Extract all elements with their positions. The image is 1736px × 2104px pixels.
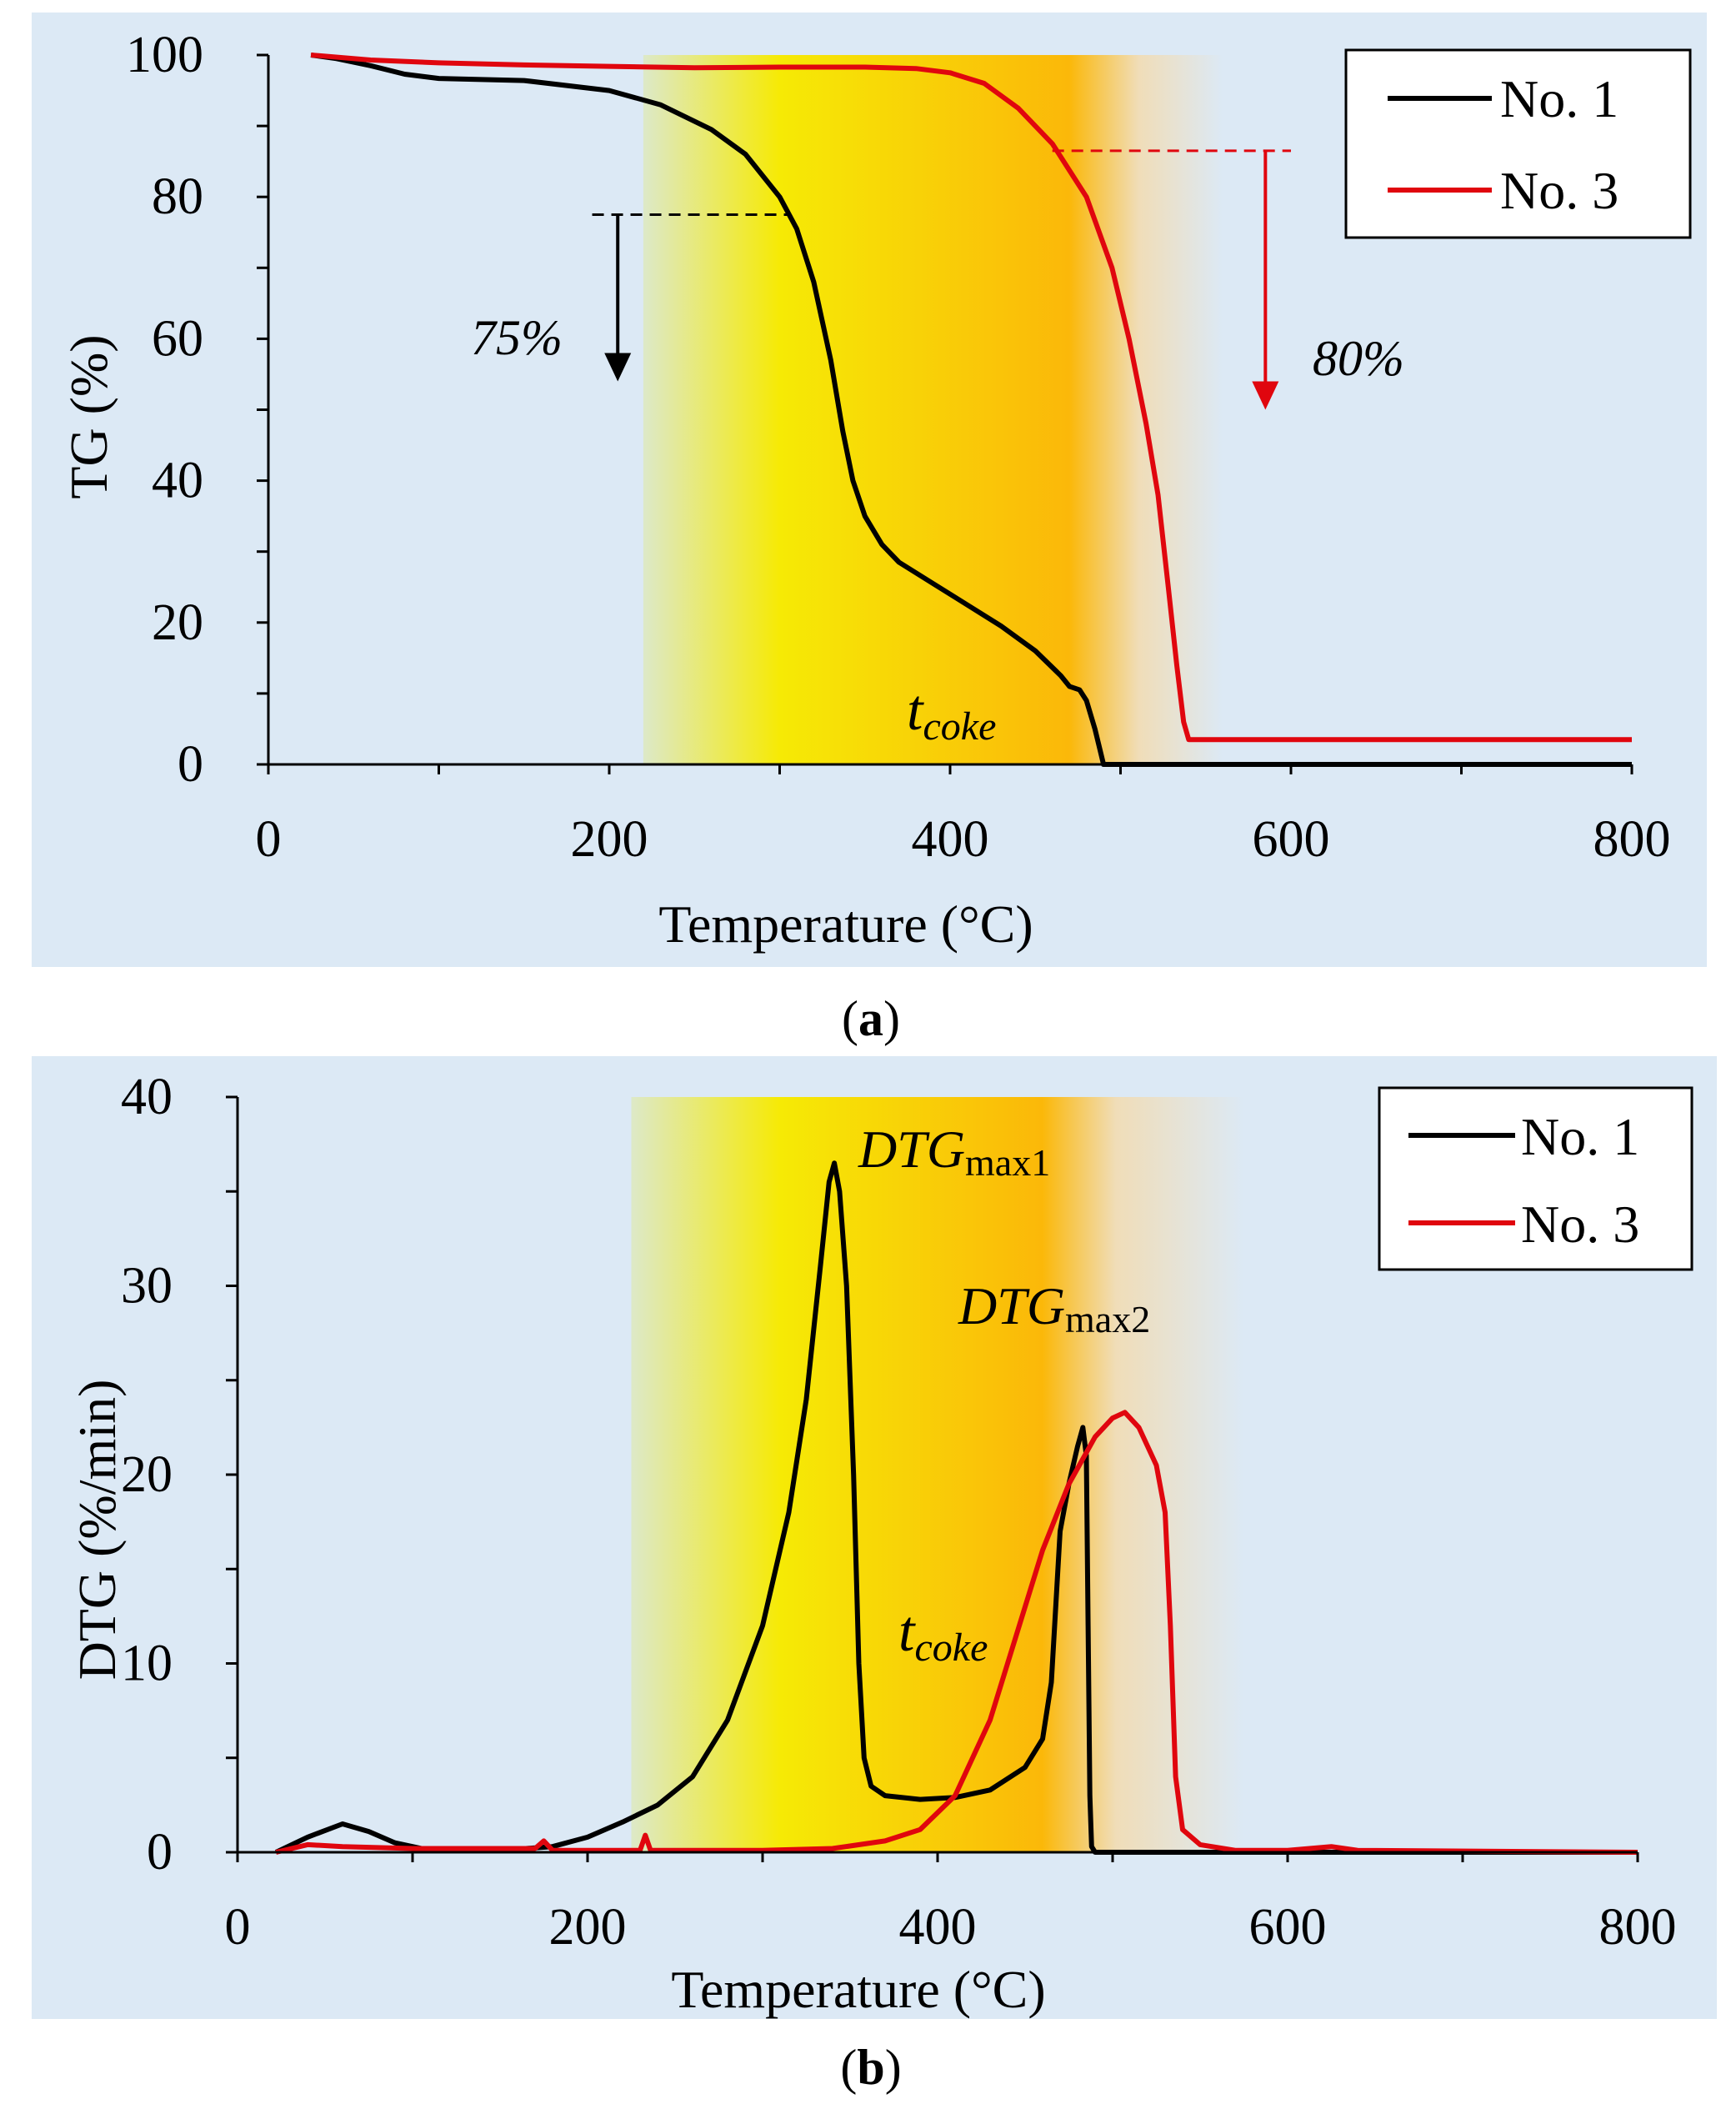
panel-b-shaded-band	[631, 1097, 1244, 1852]
x-tick-label: 200	[571, 811, 648, 868]
panel-b-ticks: 0 200 400 600 800 0 10 20 30 40	[121, 1069, 1677, 1956]
annotation-tcoke-b-sub: coke	[914, 1626, 988, 1670]
annotation-dtgmax2: DTGmax2	[958, 1276, 1150, 1340]
x-tick-label: 0	[256, 811, 282, 868]
x-tick-label: 400	[899, 1899, 977, 1956]
annotation-75-percent: 75%	[471, 310, 563, 365]
y-tick-label: 0	[147, 1824, 173, 1881]
legend-label-no3: No. 3	[1500, 161, 1618, 220]
annotation-tcoke-b: tcoke	[898, 1600, 988, 1670]
annotation-dtgmax2-main: DTG	[958, 1276, 1065, 1335]
panel-b-y-axis-label: DTG (%/min)	[68, 1380, 127, 1681]
panel-b-letter: b	[857, 2040, 884, 2095]
y-tick-label: 80	[152, 168, 203, 225]
panel-a-label: (a)	[842, 991, 900, 1046]
annotation-dtgmax2-sub: max2	[1065, 1298, 1150, 1340]
annotation-75-arrow-head	[604, 353, 632, 382]
annotation-80-arrow-head	[1252, 381, 1279, 410]
panel-b-series	[274, 1160, 1638, 1855]
y-tick-label: 20	[152, 594, 203, 651]
legend-label-no3-b: No. 3	[1521, 1195, 1639, 1254]
series-line-no-1	[310, 53, 1632, 767]
panel-a-series	[310, 53, 1632, 767]
y-tick-label: 10	[121, 1636, 173, 1692]
y-tick-label: 0	[178, 736, 203, 793]
panel-a-legend: No. 1 No. 3	[1344, 48, 1692, 239]
series-line-no-3	[310, 53, 1632, 743]
y-tick-label: 30	[121, 1258, 173, 1315]
panel-a-shaded-band	[643, 55, 1223, 764]
annotation-80-percent: 80%	[1313, 331, 1404, 386]
annotation-tcoke-a-sub: coke	[923, 704, 996, 749]
y-tick-label: 40	[152, 453, 203, 509]
annotation-dtgmax1: DTGmax1	[858, 1120, 1050, 1184]
x-tick-label: 800	[1593, 811, 1671, 868]
legend-label-no1: No. 1	[1500, 69, 1618, 128]
panel-b-legend-box	[1378, 1086, 1693, 1271]
series-line-no-1	[274, 1160, 1638, 1855]
panel-a-legend-box	[1344, 48, 1692, 239]
x-tick-label: 0	[225, 1899, 251, 1956]
legend-label-no1-b: No. 1	[1521, 1107, 1639, 1166]
panel-a-letter: a	[858, 991, 883, 1046]
annotation-tcoke-b-main: t	[898, 1600, 916, 1664]
x-tick-label: 800	[1599, 1899, 1677, 1956]
annotation-dtgmax1-sub: max1	[965, 1141, 1050, 1184]
series-line-no-3	[275, 1410, 1638, 1855]
y-tick-label: 20	[121, 1446, 173, 1503]
x-tick-label: 600	[1249, 1899, 1327, 1956]
annotation-dtgmax1-main: DTG	[858, 1120, 965, 1179]
x-tick-label: 400	[912, 811, 989, 868]
x-tick-label: 600	[1253, 811, 1330, 868]
panel-b-x-axis-label: Temperature (°C)	[671, 1960, 1045, 2019]
panel-a-ticks: 0 200 400 600 800 0 20 40 60 80 100	[126, 27, 1671, 868]
panel-b-label: (b)	[840, 2040, 901, 2095]
y-tick-label: 40	[121, 1069, 173, 1125]
y-tick-label: 60	[152, 310, 203, 367]
panel-a-y-axis-label: TG (%)	[59, 334, 118, 498]
annotation-tcoke-a: tcoke	[907, 679, 996, 749]
panel-b-legend: No. 1 No. 3	[1378, 1086, 1693, 1271]
y-tick-label: 100	[126, 27, 203, 83]
panel-a-x-axis-label: Temperature (°C)	[658, 894, 1033, 954]
annotation-tcoke-a-main: t	[907, 679, 924, 743]
x-tick-label: 200	[549, 1899, 627, 1956]
